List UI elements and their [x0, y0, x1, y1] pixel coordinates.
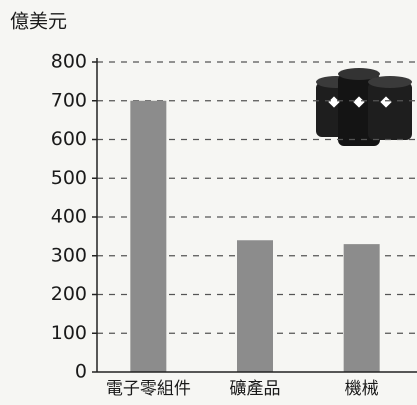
y-tick-label: 0: [75, 361, 87, 383]
y-tick-label: 100: [51, 322, 87, 344]
y-tick-label: 400: [51, 206, 87, 228]
y-tick-label: 600: [51, 128, 87, 150]
bar: [343, 244, 380, 372]
y-tick-label: 300: [51, 244, 87, 266]
bar: [237, 240, 273, 372]
bar: [130, 100, 167, 372]
y-tick-label: 200: [51, 283, 87, 305]
oil-barrels: [316, 68, 412, 146]
y-tick-label: 700: [51, 89, 87, 111]
x-tick-label: 電子零組件: [106, 379, 191, 399]
x-tick-label: 礦產品: [230, 379, 281, 399]
y-tick-label: 800: [51, 51, 87, 73]
y-axis-label: 億美元: [10, 11, 67, 33]
x-tick-label: 機械: [345, 379, 379, 399]
y-tick-label: 500: [51, 167, 87, 189]
